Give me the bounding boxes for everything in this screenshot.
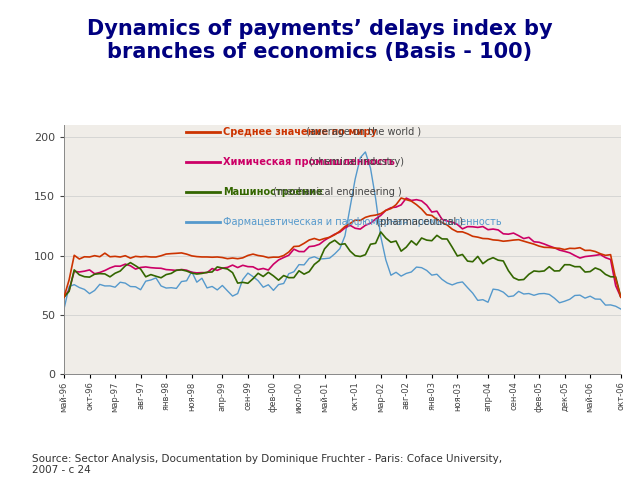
Text: (mechanical engineering ): (mechanical engineering ): [269, 187, 401, 197]
Text: Source: Sector Analysis, Documentation by Dominique Fruchter - Paris: Coface Uni: Source: Sector Analysis, Documentation b…: [32, 454, 502, 475]
Text: (pharmaceutical ): (pharmaceutical ): [373, 217, 463, 227]
Text: Среднее значение по миру: Среднее значение по миру: [223, 127, 377, 137]
Text: Dynamics of payments’ delays index by
branches of economics (Basis - 100): Dynamics of payments’ delays index by br…: [87, 19, 553, 62]
Text: Фармацевтическая и парфюмерная промышленность: Фармацевтическая и парфюмерная промышлен…: [223, 217, 502, 227]
Text: (chemical industry): (chemical industry): [307, 157, 404, 167]
Text: Машиностроение: Машиностроение: [223, 187, 323, 197]
Text: Химическая промышленность: Химическая промышленность: [223, 157, 395, 167]
Text: (average on the world ): (average on the world ): [303, 127, 421, 137]
